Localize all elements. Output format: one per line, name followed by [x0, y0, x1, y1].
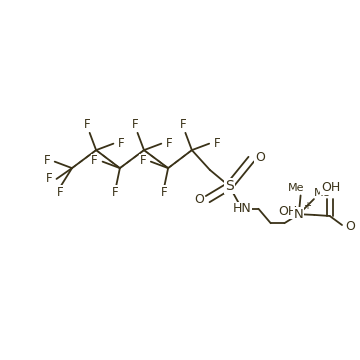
Text: O: O [194, 193, 204, 206]
Text: F: F [161, 186, 167, 199]
Text: F: F [180, 118, 186, 131]
Text: F: F [112, 186, 119, 199]
Text: F: F [166, 137, 172, 150]
Text: F: F [132, 118, 139, 131]
Text: Me: Me [314, 188, 330, 198]
Text: HN: HN [233, 202, 251, 215]
Text: F: F [118, 137, 125, 150]
Text: Me: Me [288, 183, 305, 193]
Text: F: F [214, 137, 220, 150]
Text: N: N [294, 208, 304, 221]
Text: F: F [46, 172, 52, 185]
Text: S: S [225, 179, 234, 193]
Text: +: + [303, 201, 311, 211]
Text: F: F [44, 154, 50, 167]
Text: O: O [255, 151, 265, 164]
Text: F: F [84, 118, 91, 131]
Text: F: F [91, 154, 98, 167]
Text: F: F [57, 186, 64, 199]
Text: O: O [345, 220, 355, 233]
Text: F: F [140, 154, 146, 167]
Text: OH: OH [321, 181, 341, 194]
Text: OH: OH [278, 205, 298, 218]
